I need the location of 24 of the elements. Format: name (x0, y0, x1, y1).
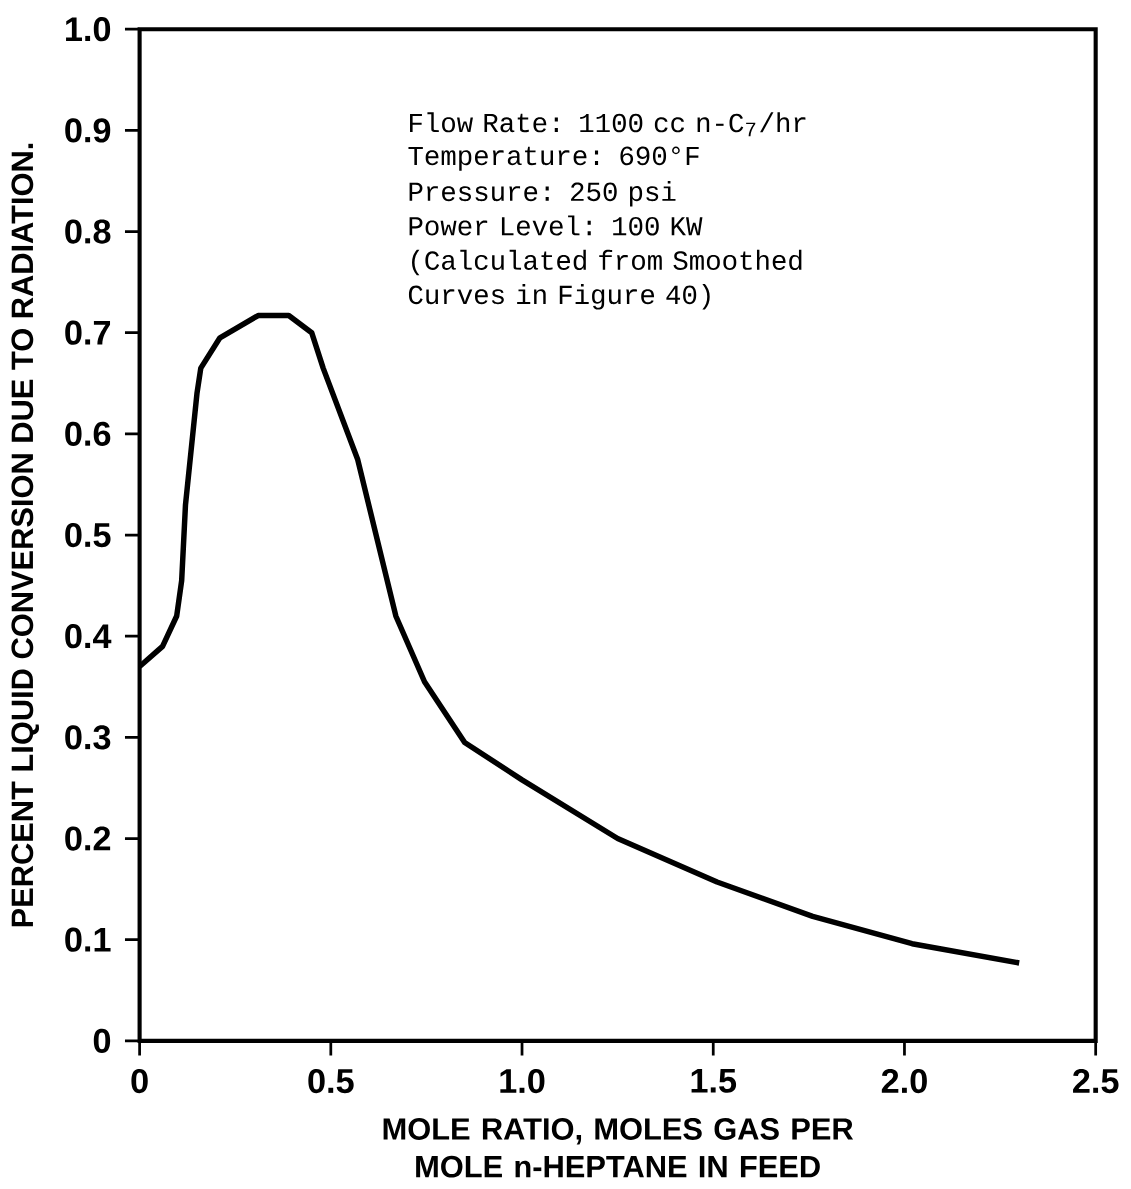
y-axis-title: PERCENT LIQUID CONVERSION DUE TO RADIATION. (11, 143, 40, 927)
annotation: Pressure: 250 psi (409, 180, 676, 207)
y-tick-label: 0.3 (65, 725, 111, 750)
x-tick-label: 1.0 (500, 1068, 545, 1094)
y-tick-label: 0.4 (65, 624, 112, 649)
annotation: (Calculated from Smoothed Curves in Figure 40) (409, 249, 802, 310)
y-tick-label: 0.9 (65, 118, 111, 143)
x-tick-label: 0 (131, 1068, 148, 1094)
y-tick-label: 0.2 (65, 826, 111, 851)
x-tick-label: 2.0 (881, 1068, 927, 1094)
y-tick-label: 1.0 (66, 17, 111, 42)
annotation: Power Level: 100 KW (409, 215, 703, 236)
y-tick-label: 0.6 (65, 421, 111, 446)
x-axis-title: MOLE RATIO, MOLES GAS PER MOLE n-HEPTANE IN FEED (383, 1118, 854, 1178)
y-tick-label: 0 (93, 1028, 111, 1053)
annotation: Flow Rate: 1100 cc n-C$_{7}$/hr (410, 112, 806, 137)
x-tick-label: 1.5 (691, 1068, 737, 1093)
annotation: Temperature: 690°F (408, 146, 699, 171)
y-tick-label: 0.8 (65, 219, 111, 244)
y-tick-label: 0.7 (65, 320, 111, 345)
y-tick-label: 0.5 (65, 522, 111, 548)
x-tick-label: 2.5 (1073, 1068, 1119, 1094)
y-tick-label: 0.1 (65, 927, 111, 952)
x-tick-label: 0.5 (308, 1068, 354, 1094)
